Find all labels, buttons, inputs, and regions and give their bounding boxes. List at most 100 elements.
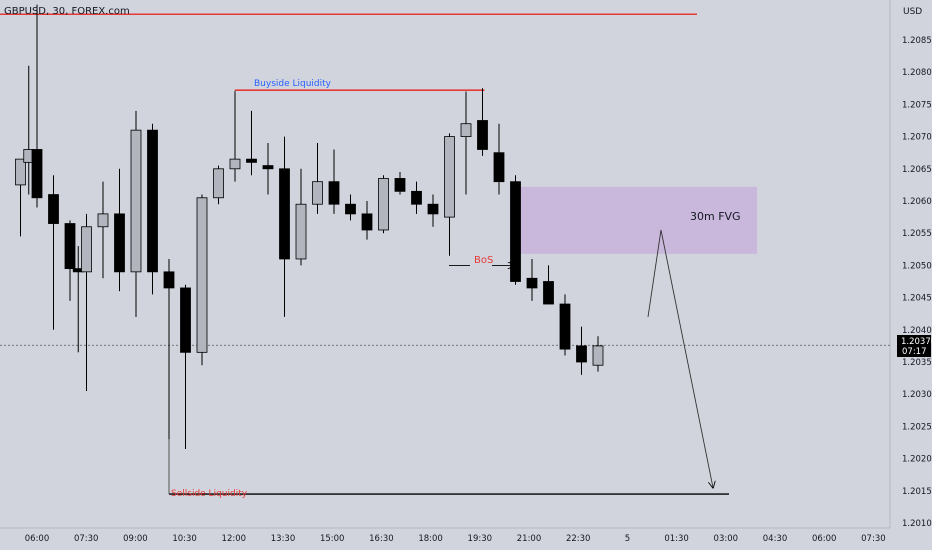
candle-body [130, 129, 142, 273]
time-tick-label: 13:30 [271, 534, 296, 544]
candle-body [180, 287, 191, 353]
price-tick-label: 1.20150 [902, 487, 932, 497]
candle-body [526, 277, 538, 289]
projection-down-arrow [660, 229, 713, 488]
time-tick-label: 21:00 [517, 534, 542, 544]
candle-body [97, 213, 109, 228]
price-tick-label: 1.20700 [902, 133, 932, 143]
candle-body [543, 281, 554, 305]
candle-body [559, 303, 571, 350]
candle-body [262, 165, 274, 170]
price-tick-label: 1.20450 [902, 294, 932, 304]
candle-body [64, 223, 76, 270]
candle [97, 181, 109, 279]
buyside-liquidity-label: Buyside Liquidity [254, 79, 332, 89]
price-tick-label: 1.20750 [902, 100, 932, 110]
candle [559, 294, 571, 356]
candle-body [444, 136, 455, 218]
zones-layer [515, 186, 757, 254]
candle-body [31, 149, 43, 199]
time-tick-label: 01:30 [664, 534, 689, 544]
candle-body [114, 213, 125, 273]
candle [394, 172, 406, 195]
time-tick-label: 18:00 [418, 534, 443, 544]
time-tick-label: 10:30 [172, 534, 197, 544]
time-tick-label: 07:30 [74, 534, 99, 544]
price-tick-label: 1.20650 [902, 165, 932, 175]
candle [378, 175, 389, 234]
price-tick-label: 1.20400 [902, 326, 932, 336]
candle [64, 220, 76, 301]
candle [147, 123, 158, 295]
time-tick-label: 06:00 [25, 534, 50, 544]
candle [246, 110, 257, 176]
price-tick-label: 1.20350 [902, 358, 932, 368]
candle [114, 168, 125, 292]
candle [526, 258, 538, 301]
candle-body [196, 197, 208, 353]
price-tick-label: 1.20200 [902, 455, 932, 465]
candle [477, 88, 488, 156]
chart-title: GBPUSD, 30, FOREX.com [4, 6, 130, 17]
candle-body [312, 181, 323, 205]
candle [411, 181, 422, 214]
arrows-layer [449, 229, 713, 488]
price-tick-label: 1.20800 [902, 68, 932, 78]
time-tick-label: 09:00 [123, 534, 148, 544]
candle-body [48, 194, 59, 224]
time-tick-label: 15:00 [320, 534, 345, 544]
current-price-tag: 1.20376 07:17 [897, 335, 932, 357]
candle-body [460, 123, 472, 138]
candle [543, 265, 554, 305]
time-tick-label: 16:30 [369, 534, 394, 544]
candle [493, 123, 505, 195]
candle [361, 201, 373, 240]
candle-body [510, 181, 521, 282]
time-tick-label: 19:30 [468, 534, 493, 544]
candle-body [213, 168, 224, 199]
fvg-label: 30m FVG [690, 210, 741, 223]
candle-body [15, 158, 26, 186]
time-axis-ticks[interactable]: 06:00 07:30 09:00 10:30 12:00 13:30 15:00 16:30… [25, 534, 886, 544]
candle-body [229, 158, 241, 170]
candle [15, 158, 26, 237]
candle-body [427, 203, 439, 215]
price-axis-ticks[interactable]: 1.20850 1.20800 1.20750 1.20700 1.20650 1.206… [902, 36, 932, 529]
candle [427, 194, 439, 227]
candle-body [394, 178, 406, 192]
price-tick-label: 1.20550 [902, 229, 932, 239]
time-tick-label: 04:30 [763, 534, 788, 544]
candle [180, 284, 191, 449]
candle-body [345, 203, 356, 215]
candle [328, 149, 340, 214]
candle [213, 165, 224, 205]
candle [81, 213, 92, 391]
time-tick-label: 5 [625, 534, 630, 544]
candle [345, 194, 356, 221]
candle-body [328, 181, 340, 205]
price-tick-label: 1.20850 [902, 36, 932, 46]
price-axis-unit: USD [903, 7, 922, 17]
candle-body [279, 168, 290, 260]
candle-body [295, 203, 307, 260]
candle [592, 336, 604, 372]
candles-layer [15, 4, 604, 449]
candle [460, 91, 472, 195]
sellside-liquidity-label: Sellside Liquidity [171, 489, 248, 499]
candle [295, 168, 307, 266]
time-tick-label: 12:00 [222, 534, 247, 544]
projection-up-line [647, 229, 662, 317]
candle-body [147, 129, 158, 273]
price-tick-label: 1.20250 [902, 422, 932, 432]
candle-body [477, 120, 488, 150]
price-tick-label: 1.20600 [902, 197, 932, 207]
candle-body [576, 345, 587, 363]
candle-body [361, 213, 373, 231]
candle [229, 91, 241, 182]
countdown-timer: 07:17 [902, 347, 927, 357]
bos-label: BoS [474, 255, 493, 266]
candle [510, 175, 521, 285]
candle [48, 175, 59, 330]
